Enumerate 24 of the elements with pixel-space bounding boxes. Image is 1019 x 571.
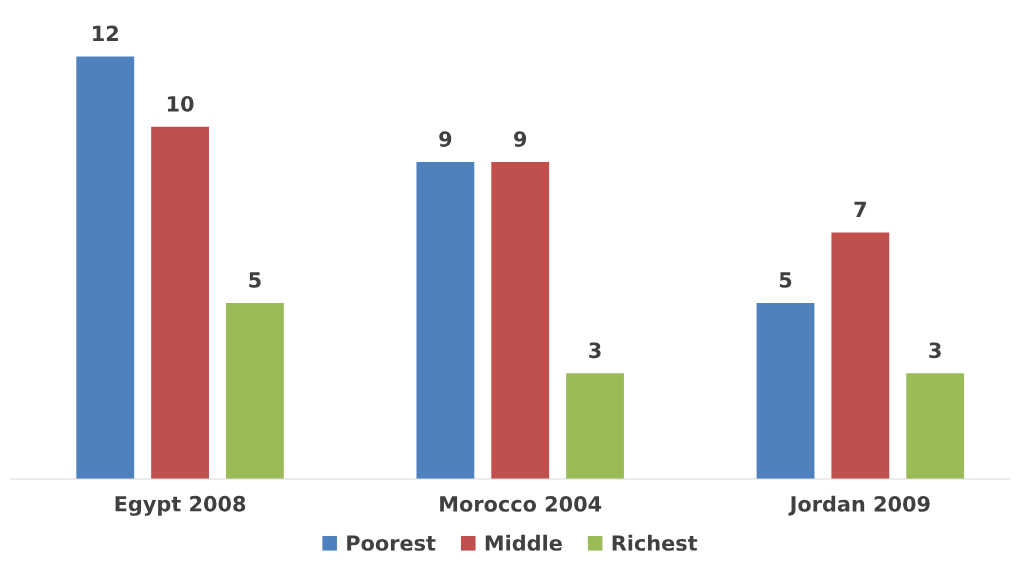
legend-label: Richest bbox=[612, 534, 698, 551]
x-tick-label: Egypt 2008 bbox=[115, 495, 246, 516]
bar bbox=[151, 126, 209, 479]
bar bbox=[491, 162, 550, 479]
data-label: 12 bbox=[93, 25, 118, 41]
data-label: 5 bbox=[779, 272, 792, 288]
bar bbox=[906, 373, 965, 479]
bar bbox=[76, 56, 135, 479]
legend-label: Poorest bbox=[347, 535, 436, 551]
data-label: 3 bbox=[929, 342, 941, 359]
bar bbox=[756, 302, 815, 479]
data-label: 10 bbox=[167, 95, 194, 112]
data-label: 9 bbox=[514, 131, 527, 147]
bar bbox=[416, 162, 475, 479]
data-label: 3 bbox=[589, 342, 601, 359]
data-label: 7 bbox=[854, 201, 866, 218]
bar bbox=[225, 302, 284, 479]
data-label: 5 bbox=[249, 272, 261, 288]
data-label: 9 bbox=[439, 131, 452, 147]
x-tick-label: Morocco 2004 bbox=[440, 496, 602, 512]
bar bbox=[566, 373, 624, 479]
x-tick-label: Jordan 2009 bbox=[788, 495, 930, 516]
legend-label: Middle bbox=[485, 534, 562, 551]
bar bbox=[831, 232, 890, 479]
